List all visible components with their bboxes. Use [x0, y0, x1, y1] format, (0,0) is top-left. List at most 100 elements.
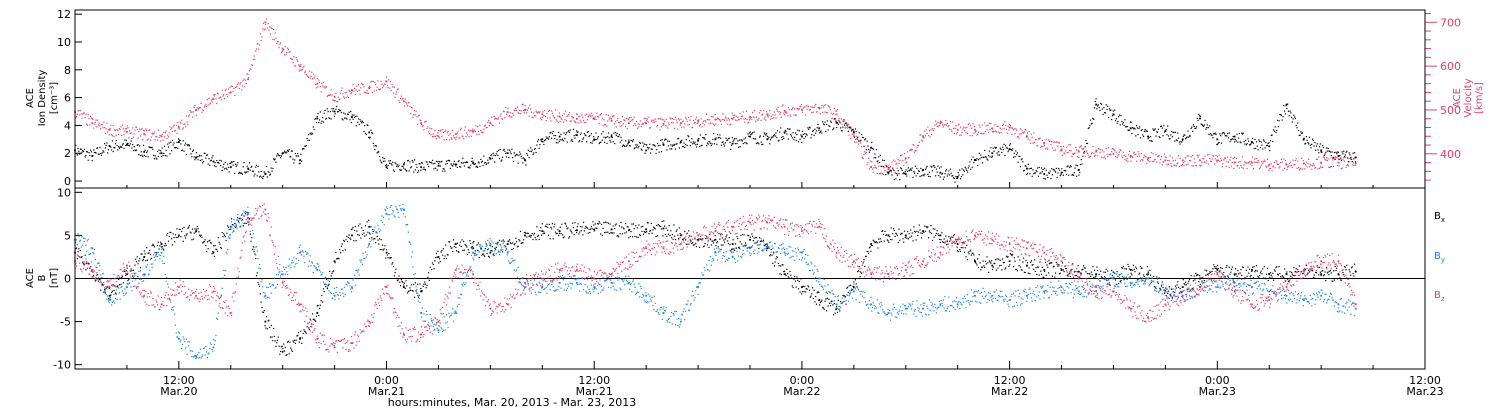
velocity-dot	[1201, 161, 1203, 163]
bx-point	[887, 234, 890, 237]
bx-dot	[730, 248, 733, 250]
bx-dot	[295, 339, 297, 341]
bx-dot	[1012, 253, 1014, 255]
ion-density-dot	[938, 174, 940, 177]
velocity-dot	[1301, 168, 1304, 170]
bx-dot	[488, 256, 490, 258]
ion-density-point	[922, 169, 924, 171]
bx-dot	[836, 306, 838, 308]
ion-density-dot	[308, 139, 311, 141]
velocity-dot	[541, 116, 543, 118]
velocity-dot	[1316, 158, 1318, 160]
ion-density-dot	[497, 154, 499, 156]
velocity-dot	[447, 130, 449, 132]
bx-dot	[1052, 266, 1054, 268]
bx-dot	[153, 246, 156, 248]
velocity-dot	[801, 104, 803, 106]
ion-density-dot	[945, 169, 948, 171]
ion-density-dot	[1097, 104, 1100, 106]
velocity-dot	[673, 118, 675, 120]
velocity-point	[610, 120, 613, 122]
bx-dot	[851, 289, 853, 291]
bx-dot	[79, 249, 82, 252]
bx-dot	[801, 293, 803, 295]
ion-density-dot	[1266, 144, 1269, 146]
velocity-dot	[614, 120, 617, 123]
bx-dot	[706, 235, 708, 237]
ion-density-dot	[960, 176, 962, 178]
velocity-dot	[1120, 149, 1122, 152]
velocity-dot	[378, 89, 381, 91]
velocity-point	[489, 122, 492, 125]
ion-density-dot	[678, 147, 680, 149]
velocity-dot	[508, 115, 511, 117]
velocity-dot	[422, 124, 424, 127]
bx-dot	[662, 235, 664, 237]
ion-density-dot	[871, 141, 873, 144]
ion-density-dot	[1105, 104, 1107, 106]
bx-dot	[957, 250, 959, 253]
velocity-dot	[161, 133, 163, 135]
velocity-dot	[362, 84, 364, 86]
velocity-dot	[356, 85, 358, 87]
velocity-dot	[385, 76, 388, 78]
bx-dot	[702, 238, 704, 240]
velocity-dot	[1144, 156, 1146, 158]
bx-dot	[111, 291, 113, 294]
ion-density-dot	[977, 164, 979, 166]
bx-dot	[764, 245, 766, 247]
velocity-dot	[369, 86, 371, 88]
ion-density-dot	[766, 133, 768, 135]
ion-density-dot	[628, 139, 630, 141]
velocity-dot	[427, 126, 429, 128]
ion-density-point	[1268, 145, 1271, 148]
bx-dot	[779, 273, 781, 275]
bx-dot	[910, 235, 913, 237]
bx-dot	[1144, 280, 1146, 282]
bx-dot	[1051, 275, 1054, 277]
ion-density-dot	[1210, 134, 1212, 136]
velocity-dot	[307, 76, 309, 78]
ion-density-dot	[1051, 167, 1053, 170]
bx-dot	[202, 242, 204, 244]
velocity-dot	[873, 167, 875, 169]
ion-density-dot	[142, 155, 144, 158]
bx-dot	[707, 240, 709, 242]
bx-dot	[378, 238, 381, 240]
velocity-dot	[625, 117, 628, 119]
ion-density-dot	[564, 137, 566, 140]
ion-density-dot	[448, 159, 450, 161]
bx-dot	[179, 229, 181, 231]
velocity-dot	[1038, 138, 1040, 140]
ion-density-point	[558, 135, 561, 138]
velocity-dot	[764, 116, 766, 118]
ion-density-dot	[85, 154, 87, 157]
velocity-dot	[1296, 167, 1298, 169]
bx-dot	[755, 237, 758, 239]
velocity-dot	[453, 137, 455, 139]
bx-dot	[651, 232, 653, 234]
velocity-dot	[665, 118, 667, 121]
velocity-dot	[1168, 160, 1170, 162]
ion-density-dot	[891, 174, 893, 176]
ion-density-dot	[478, 162, 480, 164]
velocity-dot	[1092, 145, 1094, 148]
bx-dot	[577, 223, 579, 225]
velocity-dot	[1333, 158, 1335, 160]
bx-dot	[672, 238, 674, 240]
ion-density-dot	[146, 150, 149, 152]
velocity-point	[749, 116, 751, 118]
velocity-dot	[900, 155, 902, 157]
ion-density-dot	[1100, 102, 1102, 104]
velocity-dot	[946, 122, 948, 124]
velocity-dot	[888, 164, 890, 166]
velocity-dot	[349, 90, 351, 92]
ion-density-dot	[528, 157, 530, 159]
ion-density-dot	[625, 140, 627, 142]
velocity-dot	[1159, 162, 1161, 164]
bx-point	[1043, 268, 1046, 271]
velocity-dot	[547, 117, 549, 119]
ion-density-dot	[1354, 152, 1356, 154]
ion-density-dot	[1247, 138, 1249, 140]
velocity-dot	[1102, 157, 1104, 159]
